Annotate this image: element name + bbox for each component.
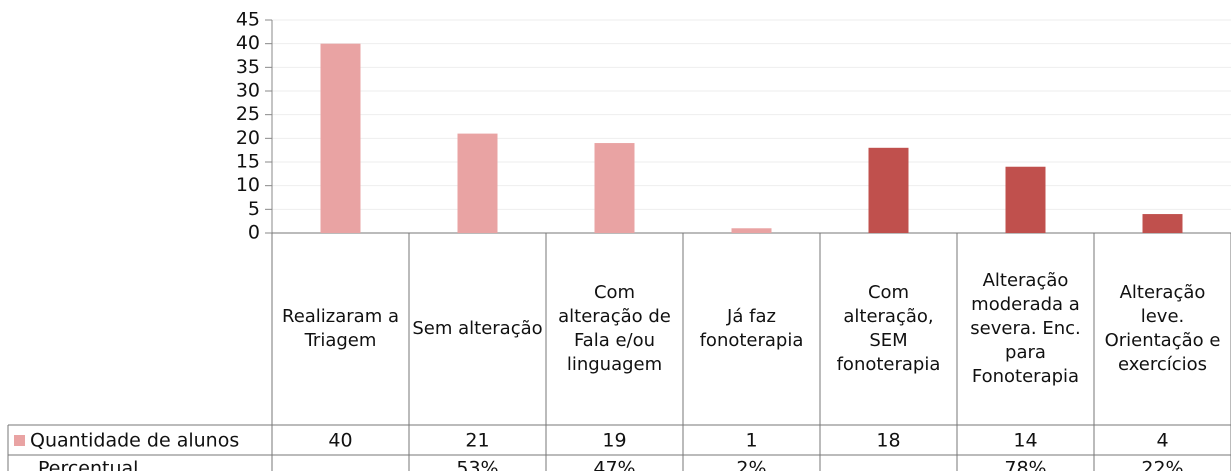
category-cell: Alteração leve. Orientação e exercícios <box>1104 282 1221 375</box>
y-tick-label: 0 <box>248 222 260 244</box>
legend-swatch <box>14 435 25 446</box>
y-tick-label: 15 <box>236 151 260 173</box>
table-value: 40 <box>328 430 352 452</box>
category-cell: Com alteração, SEM fonoterapia <box>836 282 941 375</box>
table-value: 78% <box>1004 458 1046 471</box>
category-cell: Sem alteração <box>412 318 543 339</box>
x-tick-label: Com alteração, SEM fonoterapia <box>836 282 941 375</box>
table-value: 1 <box>745 430 757 452</box>
table-value: 18 <box>876 430 900 452</box>
y-tick-label: 45 <box>236 9 260 31</box>
x-tick-label: Com alteração de Fala e/ou linguagem <box>558 282 671 375</box>
x-tick-label: Alteração moderada a severa. Enc. para F… <box>970 270 1081 387</box>
table-value: 53% <box>456 458 498 471</box>
table-value: 4 <box>1156 430 1168 452</box>
y-tick-label: 30 <box>236 80 260 102</box>
legend-label: Quantidade de alunos <box>30 430 239 452</box>
row-label: Percentual <box>38 458 138 471</box>
table-value: 2% <box>736 458 766 471</box>
category-cell: Realizaram a Triagem <box>282 306 399 351</box>
x-tick-label: Alteração leve. Orientação e exercícios <box>1104 282 1221 375</box>
bar <box>457 133 498 233</box>
y-tick-label: 35 <box>236 56 260 78</box>
bar <box>868 147 909 233</box>
table-value: 21 <box>465 430 489 452</box>
category-cell: Com alteração de Fala e/ou linguagem <box>558 282 671 375</box>
bar <box>1005 166 1046 233</box>
x-tick-label: Realizaram a Triagem <box>282 306 399 351</box>
table-value: 47% <box>593 458 635 471</box>
bar <box>594 143 635 233</box>
y-tick-label: 20 <box>236 127 260 149</box>
y-tick-label: 25 <box>236 103 260 125</box>
y-tick-label: 40 <box>236 32 260 54</box>
bar <box>1142 214 1183 233</box>
y-tick-label: 5 <box>248 198 260 220</box>
x-tick-label: Sem alteração <box>412 318 543 339</box>
table-value: 19 <box>602 430 626 452</box>
table-value: 14 <box>1013 430 1037 452</box>
x-tick-label: Já faz fonoterapia <box>699 306 804 351</box>
category-cell: Já faz fonoterapia <box>699 306 804 351</box>
bar <box>731 228 772 233</box>
table-value: 22% <box>1141 458 1183 471</box>
bar <box>320 43 361 233</box>
category-cell: Alteração moderada a severa. Enc. para F… <box>970 270 1081 387</box>
y-tick-label: 10 <box>236 174 260 196</box>
